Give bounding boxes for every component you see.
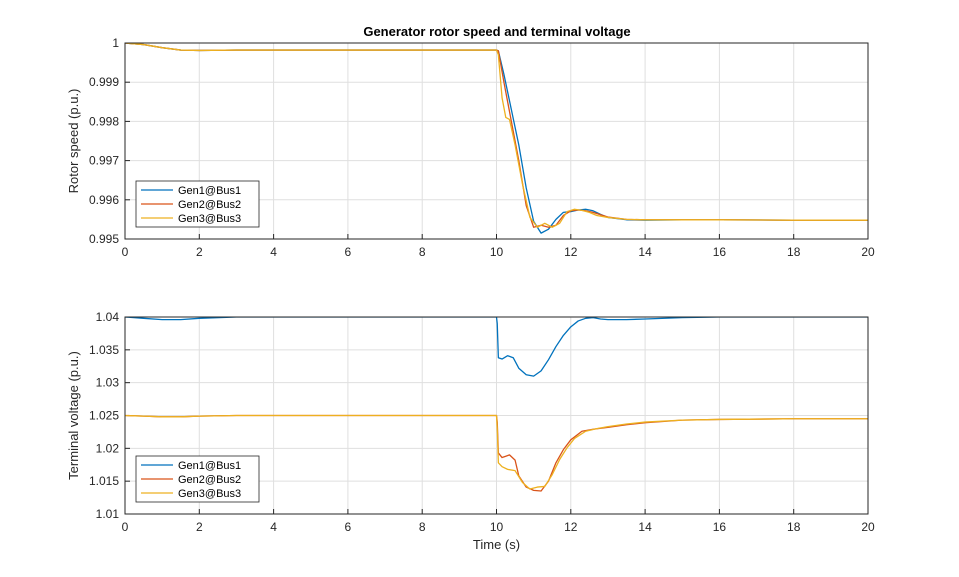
terminal-voltage-ytick-label: 1.03 (96, 376, 120, 390)
rotor-speed-axes: 0 2 4 6 8 10 12 14 16 18 20 0.995 0.996 0.997 0.998 0.9… (66, 36, 875, 259)
terminal-voltage-ytick-label: 1.04 (96, 310, 120, 324)
terminal-voltage-xtick-label: 14 (638, 520, 652, 534)
rotor-speed-ytick-label: 0.995 (89, 232, 119, 246)
terminal-voltage-xtick-label: 10 (490, 520, 504, 534)
rotor-speed-legend-label-gen2-bus2: Gen2@Bus2 (178, 199, 241, 211)
chart-title: Generator rotor speed and terminal volta… (363, 24, 630, 39)
terminal-voltage-series-gen3-bus3 (125, 414, 868, 490)
rotor-speed-ytick-label: 0.998 (89, 114, 119, 128)
terminal-voltage-axes: 0 2 4 6 8 10 12 14 16 18 20 1.01 1.015 1.02 1.025 1.03 1… (66, 310, 875, 552)
terminal-voltage-ytick-label: 1.01 (96, 507, 120, 521)
terminal-voltage-legend-label-gen1-bus1: Gen1@Bus1 (178, 460, 241, 472)
rotor-speed-ylabel: Rotor speed (p.u.) (66, 89, 81, 194)
rotor-speed-xtick-label: 20 (861, 245, 875, 259)
rotor-speed-xtick-label: 0 (122, 245, 129, 259)
rotor-speed-xtick-label: 18 (787, 245, 801, 259)
terminal-voltage-ytick-label: 1.035 (89, 343, 119, 357)
rotor-speed-xtick-label: 2 (196, 245, 203, 259)
rotor-speed-legend-label-gen3-bus3: Gen3@Bus3 (178, 213, 241, 225)
terminal-voltage-legend-label-gen2-bus2: Gen2@Bus2 (178, 474, 241, 486)
rotor-speed-ytick-label: 0.996 (89, 193, 119, 207)
terminal-voltage-ylabel: Terminal voltage (p.u.) (66, 351, 81, 480)
terminal-voltage-xlabel: Time (s) (473, 537, 520, 552)
rotor-speed-xtick-label: 6 (345, 245, 352, 259)
terminal-voltage-ytick-label: 1.025 (89, 409, 119, 423)
terminal-voltage-ytick-label: 1.02 (96, 441, 120, 455)
terminal-voltage-xtick-label: 0 (122, 520, 129, 534)
rotor-speed-xtick-label: 8 (419, 245, 426, 259)
terminal-voltage-axes-box (124, 316, 869, 515)
terminal-voltage-xtick-label: 6 (345, 520, 352, 534)
terminal-voltage-xtick-label: 12 (564, 520, 578, 534)
rotor-speed-ytick-label: 1 (112, 36, 119, 50)
terminal-voltage-xtick-label: 20 (861, 520, 875, 534)
terminal-voltage-xtick-label: 2 (196, 520, 203, 534)
rotor-speed-xtick-label: 4 (270, 245, 277, 259)
rotor-speed-legend-label-gen1-bus1: Gen1@Bus1 (178, 185, 241, 197)
rotor-speed-xtick-label: 12 (564, 245, 578, 259)
rotor-speed-series-gen3-bus3 (125, 43, 868, 228)
terminal-voltage-ytick-label: 1.015 (89, 474, 119, 488)
terminal-voltage-xtick-label: 4 (270, 520, 277, 534)
rotor-speed-xtick-label: 16 (713, 245, 727, 259)
rotor-speed-ytick-label: 0.997 (89, 154, 119, 168)
terminal-voltage-xtick-label: 8 (419, 520, 426, 534)
rotor-speed-xtick-label: 10 (490, 245, 504, 259)
rotor-speed-axes-box (124, 42, 869, 240)
rotor-speed-ytick-label: 0.999 (89, 75, 119, 89)
rotor-speed-xtick-label: 14 (638, 245, 652, 259)
terminal-voltage-series-gen1-bus1 (125, 317, 868, 377)
terminal-voltage-xtick-label: 18 (787, 520, 801, 534)
terminal-voltage-xtick-label: 16 (713, 520, 727, 534)
terminal-voltage-legend-label-gen3-bus3: Gen3@Bus3 (178, 488, 241, 500)
